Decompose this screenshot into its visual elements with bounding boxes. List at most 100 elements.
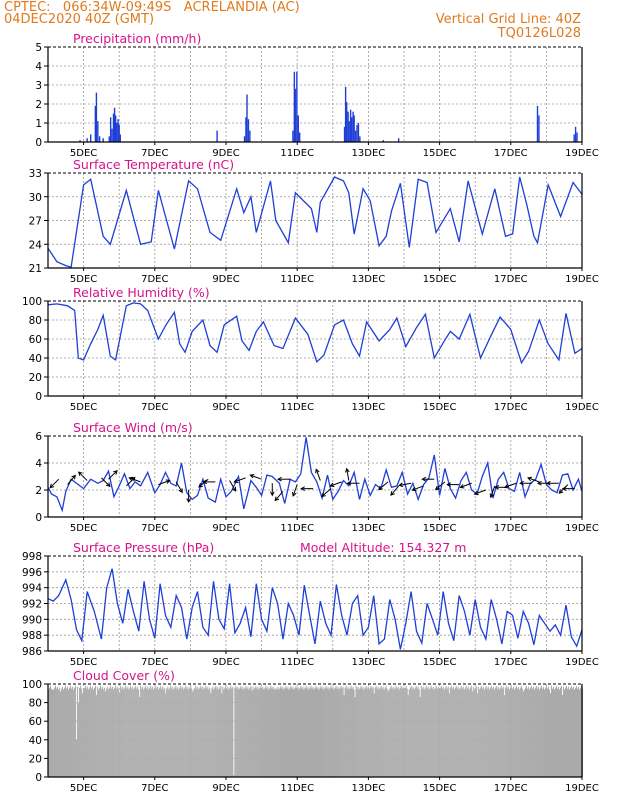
cloud-bar <box>250 685 252 777</box>
cloud-bar <box>257 686 259 777</box>
wind-arrow <box>129 477 141 483</box>
cloud-bar <box>561 695 564 777</box>
cloud-bar <box>486 688 488 777</box>
cloud-bar <box>256 688 258 777</box>
precip-bar <box>343 126 346 142</box>
wind-arrow <box>67 475 76 485</box>
cloud-bar <box>363 689 365 777</box>
panel-5-ytick-label: 994 <box>22 583 42 595</box>
cloud-bar <box>148 689 150 777</box>
precip-bar <box>246 94 248 142</box>
cloud-bar <box>578 689 581 777</box>
cloud-bar <box>328 689 330 777</box>
cloud-bar <box>78 702 80 777</box>
precip-bar <box>573 134 575 142</box>
cloud-bar <box>490 685 492 777</box>
cloud-bar <box>284 687 286 777</box>
panel-5-ytick-label: 990 <box>22 614 42 626</box>
precip-bar <box>98 136 101 142</box>
panel-6-ytick-label: 20 <box>29 753 42 765</box>
wind-arrow-head <box>446 482 451 487</box>
wind-arrow-head <box>300 486 305 492</box>
cloud-bar <box>344 687 346 777</box>
wind-arrow-head <box>71 474 76 480</box>
cloud-bar <box>248 689 250 777</box>
wind-arrow-head <box>345 467 350 473</box>
cloud-bar <box>438 689 440 777</box>
cloud-bar <box>312 686 314 777</box>
panel-5-xtick-label: 11DEC <box>280 657 314 668</box>
wind-arrow <box>274 491 284 501</box>
cloud-bar <box>357 686 359 777</box>
wind-arrow <box>108 470 118 480</box>
precip-bar <box>94 105 97 142</box>
cloud-bar <box>481 688 483 777</box>
wind-arrow <box>435 481 446 490</box>
cloud-bar <box>311 688 313 777</box>
cloud-bar <box>92 686 94 777</box>
cloud-bar <box>575 685 578 777</box>
wind-arrow-head <box>49 483 55 489</box>
wind-arrow-head <box>390 491 395 496</box>
cloud-bar <box>443 689 445 777</box>
cloud-bar <box>558 689 561 777</box>
panel-5-xtick-label: 17DEC <box>494 657 528 668</box>
cloud-bar <box>144 687 146 777</box>
cloud-bar <box>484 687 486 777</box>
cloud-bar <box>68 689 70 777</box>
panel-3-ytick-label: 20 <box>29 372 42 384</box>
cloud-bar <box>487 686 489 777</box>
cloud-bar <box>195 685 197 777</box>
wind-arrow-head <box>274 496 280 502</box>
cloud-bar <box>380 685 382 777</box>
precip-bar <box>245 117 247 142</box>
cloud-bar <box>355 685 357 777</box>
cloud-bar <box>220 685 222 777</box>
cloud-bar <box>477 686 479 777</box>
cloud-bar <box>271 688 273 777</box>
cloud-bar <box>266 688 268 777</box>
cloud-bar <box>350 685 352 777</box>
cloud-bar <box>440 685 442 777</box>
wind-arrow <box>101 477 111 487</box>
cloud-bar <box>308 689 310 777</box>
panel-4-series-line <box>47 437 583 513</box>
cloud-bar <box>361 688 363 777</box>
cloud-bar <box>403 689 405 777</box>
cloud-bar <box>446 688 448 777</box>
wind-arrow-head <box>545 480 551 486</box>
panel-1-xtick-label: 19DEC <box>565 148 599 159</box>
cloud-bar <box>141 688 143 777</box>
cloud-bar <box>419 697 421 777</box>
cloud-bar <box>347 686 349 777</box>
precip-bar <box>347 111 349 142</box>
wind-arrow-head <box>233 478 239 484</box>
cloud-bar <box>353 689 355 777</box>
cloud-bar <box>189 687 191 777</box>
wind-arrow-head <box>186 498 191 504</box>
cloud-bar <box>368 689 370 777</box>
cloud-bar <box>554 687 556 777</box>
cloud-bar <box>517 686 519 777</box>
precip-bar <box>349 109 352 142</box>
wind-arrow <box>330 481 342 487</box>
panel-5-xtick-label: 19DEC <box>565 657 599 668</box>
cloud-bar <box>379 687 381 777</box>
cloud-bar <box>75 685 77 777</box>
cloud-bar <box>551 688 553 777</box>
cloud-bar <box>61 688 63 777</box>
wind-arrow-head <box>378 485 383 491</box>
cloud-bar <box>263 689 265 777</box>
panel-5-ytick-label: 988 <box>22 630 42 642</box>
panel-1-ytick-label: 2 <box>35 99 42 111</box>
panel-2-xtick-label: 13DEC <box>352 274 386 285</box>
cloud-bar <box>398 689 400 777</box>
cloud-bar <box>272 686 274 777</box>
cloud-bar <box>107 686 109 777</box>
cloud-bar <box>401 688 403 777</box>
cloud-bar <box>140 685 142 777</box>
cloud-bar <box>175 685 177 777</box>
cloud-bar <box>282 686 284 777</box>
cloud-bar <box>395 685 397 777</box>
cloud-bar <box>426 688 428 777</box>
